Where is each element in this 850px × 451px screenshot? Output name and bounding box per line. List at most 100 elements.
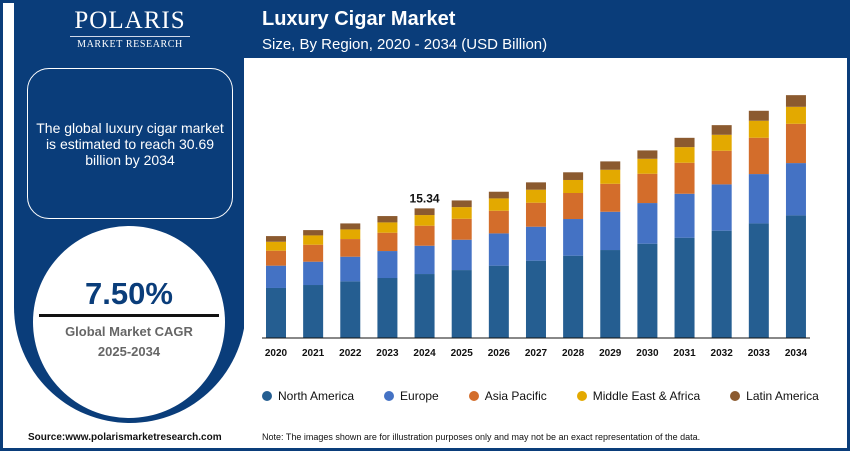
bar-segment-latin-america-2027 <box>525 182 546 190</box>
cagr-label: Global Market CAGR 2025-2034 <box>33 322 225 362</box>
bar-segment-north-america-2029 <box>600 250 621 338</box>
cagr-period: 2025-2034 <box>97 344 161 359</box>
x-tick-label: 2030 <box>636 348 659 359</box>
bar-segment-middle-east-africa-2028 <box>563 179 584 193</box>
bar-segment-asia-pacific-2033 <box>748 137 769 175</box>
x-tick-label: 2021 <box>302 348 325 359</box>
bar-segment-middle-east-africa-2030 <box>637 158 658 174</box>
legend-label: Latin America <box>746 389 819 403</box>
x-tick-label: 2024 <box>413 348 436 359</box>
data-label: 15.34 <box>410 191 440 205</box>
legend-item: Europe <box>384 389 439 403</box>
bar-segment-europe-2026 <box>488 233 509 266</box>
logo: POLARIS MARKET RESEARCH <box>70 8 190 50</box>
x-tick-label: 2022 <box>339 348 362 359</box>
chart-subtitle: Size, By Region, 2020 - 2034 (USD Billio… <box>262 36 548 53</box>
bar-segment-latin-america-2032 <box>711 125 732 135</box>
legend-label: North America <box>278 389 355 403</box>
bar-segment-europe-2021 <box>303 261 324 286</box>
bar-segment-north-america-2024 <box>414 274 435 338</box>
bar-segment-asia-pacific-2022 <box>340 239 361 257</box>
bar-segment-latin-america-2021 <box>303 230 324 236</box>
bar-segment-latin-america-2026 <box>488 191 509 199</box>
bar-segment-europe-2028 <box>563 219 584 256</box>
cagr-divider <box>39 314 219 317</box>
bar-segment-north-america-2026 <box>488 265 509 338</box>
bar-segment-north-america-2022 <box>340 281 361 338</box>
cagr-label-text: Global Market CAGR <box>65 324 193 339</box>
bar-segment-middle-east-africa-2025 <box>451 207 472 219</box>
x-tick-label: 2032 <box>711 348 734 359</box>
bar-segment-europe-2034 <box>785 163 806 216</box>
x-tick-label: 2028 <box>562 348 585 359</box>
bar-segment-europe-2020 <box>266 265 286 288</box>
x-tick-label: 2023 <box>376 348 399 359</box>
bar-segment-asia-pacific-2024 <box>414 225 435 246</box>
bar-segment-middle-east-africa-2024 <box>414 215 435 226</box>
x-tick-label: 2029 <box>599 348 622 359</box>
logo-divider <box>70 36 190 37</box>
bar-segment-europe-2033 <box>748 174 769 224</box>
bar-segment-latin-america-2034 <box>785 95 806 107</box>
bar-segment-latin-america-2022 <box>340 223 361 230</box>
bar-segment-middle-east-africa-2026 <box>488 198 509 211</box>
cagr-value: 7.50% <box>85 276 173 311</box>
bar-segment-middle-east-africa-2029 <box>600 169 621 184</box>
bar-segment-europe-2029 <box>600 211 621 251</box>
bar-segment-latin-america-2029 <box>600 161 621 170</box>
legend-dot-icon <box>468 391 479 401</box>
legend-label: Europe <box>400 389 439 403</box>
bar-segment-latin-america-2028 <box>563 172 584 180</box>
bar-segment-latin-america-2031 <box>674 137 695 148</box>
legend-label: Asia Pacific <box>484 389 547 403</box>
bar-segment-middle-east-africa-2033 <box>748 120 769 138</box>
cagr-circle: 7.50% Global Market CAGR 2025-2034 <box>33 226 225 418</box>
bar-segment-latin-america-2023 <box>377 216 398 223</box>
legend: North America Europe Asia Pacific Middle Ea… <box>262 389 849 403</box>
legend-label: Middle East & Africa <box>592 389 701 403</box>
bar-segment-north-america-2034 <box>785 215 806 338</box>
bar-segment-latin-america-2020 <box>266 236 286 242</box>
bar-segment-middle-east-africa-2021 <box>303 235 324 245</box>
bar-segment-north-america-2032 <box>711 230 732 338</box>
bar-segment-middle-east-africa-2020 <box>266 241 286 251</box>
bar-segment-north-america-2025 <box>451 270 472 338</box>
bar-segment-asia-pacific-2032 <box>711 150 732 185</box>
x-tick-label: 2020 <box>265 348 288 359</box>
bar-segment-middle-east-africa-2032 <box>711 134 732 151</box>
legend-dot-icon <box>730 391 741 401</box>
legend-dot-icon <box>262 391 272 401</box>
bar-segment-asia-pacific-2027 <box>525 202 546 227</box>
note-text: Note: The images shown are for illustrat… <box>262 432 701 442</box>
x-tick-label: 2025 <box>451 348 474 359</box>
bar-segment-europe-2025 <box>451 239 472 271</box>
legend-dot-icon <box>384 391 395 401</box>
market-summary-box: The global luxury cigar market is estima… <box>27 68 233 219</box>
chart-title: Luxury Cigar Market <box>262 8 456 30</box>
bar-segment-latin-america-2030 <box>637 150 658 159</box>
x-tick-label: 2026 <box>488 348 511 359</box>
bar-segment-europe-2027 <box>525 226 546 261</box>
bar-segment-latin-america-2024 <box>414 208 435 216</box>
bar-segment-north-america-2030 <box>637 243 658 338</box>
x-tick-label: 2031 <box>673 348 696 359</box>
source-text: Source:www.polarismarketresearch.com <box>28 432 222 443</box>
bar-segment-asia-pacific-2031 <box>674 162 695 194</box>
bar-segment-europe-2030 <box>637 203 658 244</box>
bar-segment-north-america-2021 <box>303 285 324 338</box>
bar-segment-asia-pacific-2020 <box>266 250 286 266</box>
bar-segment-europe-2032 <box>711 184 732 231</box>
bar-segment-north-america-2031 <box>674 237 695 338</box>
bar-segment-north-america-2033 <box>748 223 769 338</box>
bar-segment-middle-east-africa-2027 <box>525 189 546 203</box>
bar-segment-asia-pacific-2028 <box>563 192 584 220</box>
bar-segment-middle-east-africa-2031 <box>674 147 695 163</box>
legend-item: Middle East & Africa <box>576 389 701 403</box>
bar-segment-asia-pacific-2025 <box>451 218 472 240</box>
bar-segment-europe-2024 <box>414 245 435 275</box>
bar-segment-middle-east-africa-2023 <box>377 222 398 233</box>
x-tick-label: 2034 <box>785 348 808 359</box>
bar-segment-europe-2031 <box>674 193 695 238</box>
x-tick-label: 2033 <box>748 348 771 359</box>
